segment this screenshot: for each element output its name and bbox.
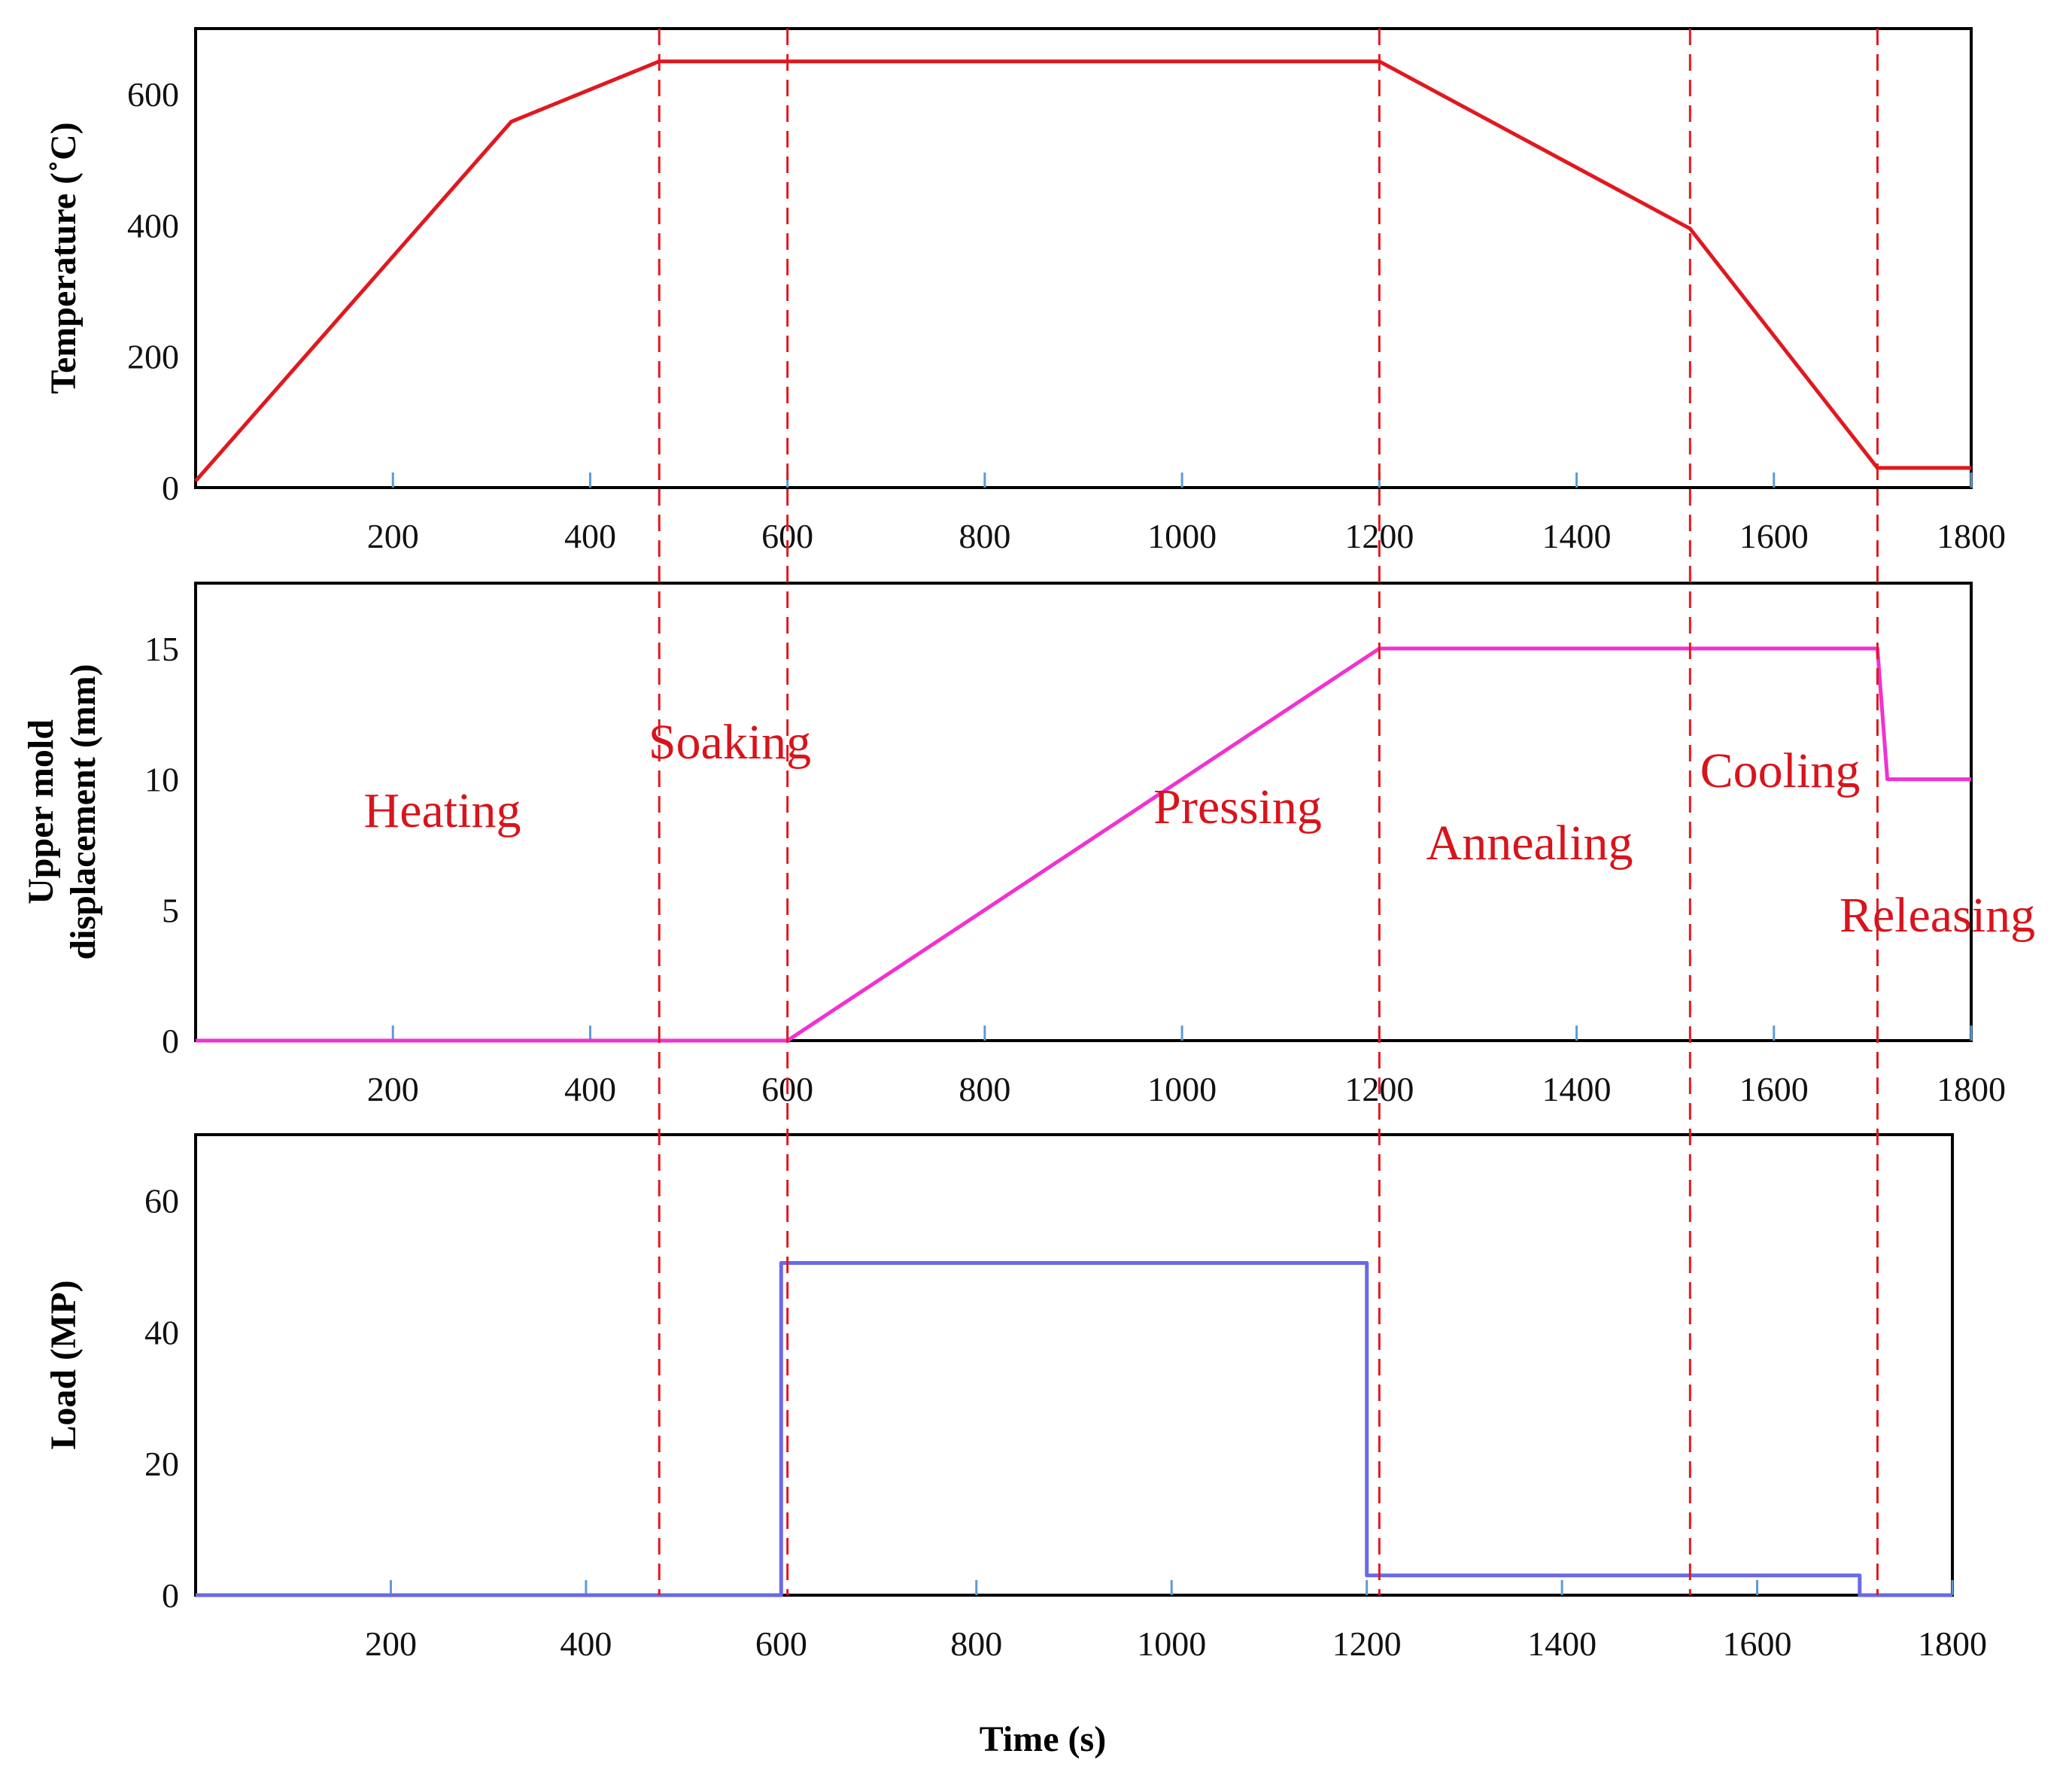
displacement-x-tick-label: 1800 bbox=[1937, 1070, 2006, 1108]
load-x-tick-label: 200 bbox=[365, 1625, 417, 1663]
phase-label-annealing: Annealing bbox=[1426, 816, 1633, 871]
temperature-y-tick-label: 0 bbox=[162, 469, 179, 507]
temperature-x-tick-label: 1800 bbox=[1937, 517, 2006, 555]
phase-label-releasing: Releasing bbox=[1840, 888, 2035, 943]
temperature-y-tick-label: 200 bbox=[127, 338, 179, 376]
temperature-y-tick-label: 400 bbox=[127, 206, 179, 245]
load-y-tick-label: 0 bbox=[162, 1576, 179, 1615]
temperature-panel: 200 400 600 800 1000 1200 1400 1600 180002004006… bbox=[44, 27, 2006, 555]
temperature-y-tick-label: 600 bbox=[127, 75, 179, 114]
temperature-x-tick-label: 1000 bbox=[1147, 517, 1217, 555]
phase-label-heating: Heating bbox=[364, 783, 521, 838]
load-x-tick-label: 1000 bbox=[1137, 1625, 1206, 1663]
displacement-series-line bbox=[196, 646, 1971, 1043]
displacement-x-tick-label: 200 bbox=[367, 1070, 419, 1108]
load-y-tick-label: 20 bbox=[144, 1445, 179, 1483]
load-y-tick-label: 40 bbox=[144, 1313, 179, 1351]
displacement-panel: 200 400 600 800 1000 1200 1400 1600 1800051015Up… bbox=[21, 582, 2006, 1108]
phase-label-cooling: Cooling bbox=[1700, 743, 1861, 798]
displacement-y-tick-label: 0 bbox=[162, 1022, 179, 1060]
displacement-y-tick-label: 5 bbox=[162, 891, 179, 929]
load-series-line bbox=[196, 1261, 1952, 1597]
temperature-y-axis-title: Temperature (˚C) bbox=[44, 122, 84, 394]
temperature-x-tick-label: 1600 bbox=[1739, 517, 1809, 555]
displacement-x-tick-label: 1400 bbox=[1542, 1070, 1612, 1108]
temperature-plot-frame bbox=[194, 27, 1973, 489]
load-panel: 200 400 600 800 1000 1200 1400 1600 1800 0 20 40 60 L… bbox=[44, 1133, 1987, 1663]
x-axis-title: Time (s) bbox=[980, 1719, 1106, 1759]
temperature-series-line bbox=[194, 59, 1971, 482]
load-x-tick-label: 800 bbox=[950, 1625, 1002, 1663]
phase-label-pressing: Pressing bbox=[1153, 780, 1322, 834]
displacement-x-tick-label: 1000 bbox=[1147, 1070, 1217, 1108]
load-x-tick-label: 400 bbox=[560, 1625, 612, 1663]
load-x-tick-label: 600 bbox=[755, 1625, 807, 1663]
temperature-x-tick-label: 400 bbox=[564, 517, 616, 555]
temperature-x-tick-label: 200 bbox=[367, 517, 419, 555]
displacement-y-tick-label: 15 bbox=[144, 630, 179, 668]
load-y-tick-label: 60 bbox=[144, 1181, 179, 1220]
phase-boundary-lines bbox=[658, 29, 1879, 1595]
displacement-x-tick-label: 800 bbox=[959, 1070, 1010, 1108]
phase-label-soaking: Soaking bbox=[649, 715, 811, 770]
displacement-x-tick-label: 1600 bbox=[1739, 1070, 1809, 1108]
displacement-y-axis-title: Upper molddisplacement (mm) bbox=[21, 664, 103, 959]
load-y-axis-title: Load (MP) bbox=[44, 1280, 84, 1449]
displacement-plot-frame bbox=[194, 582, 1973, 1042]
temperature-x-tick-label: 1400 bbox=[1542, 517, 1612, 555]
temperature-x-tick-label: 800 bbox=[959, 517, 1010, 555]
displacement-y-axis-title-line: Upper mold bbox=[21, 719, 61, 904]
load-plot-frame bbox=[194, 1133, 1954, 1597]
load-x-tick-label: 1200 bbox=[1332, 1625, 1402, 1663]
displacement-y-axis-title-line: displacement (mm) bbox=[63, 664, 103, 959]
displacement-y-tick-label: 10 bbox=[144, 761, 179, 799]
load-x-tick-label: 1800 bbox=[1918, 1625, 1987, 1663]
displacement-x-tick-label: 400 bbox=[564, 1070, 616, 1108]
load-x-tick-label: 1400 bbox=[1527, 1625, 1597, 1663]
phase-labels: Heating Soaking Pressing Annealing Cooli… bbox=[364, 715, 2036, 943]
load-x-tick-label: 1600 bbox=[1723, 1625, 1792, 1663]
